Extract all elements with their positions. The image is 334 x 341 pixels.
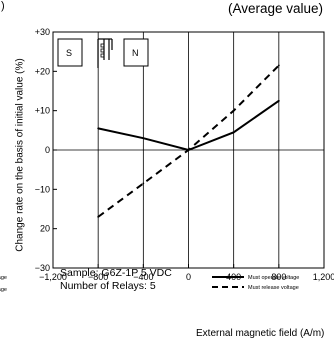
- legend-label-operate: Must operate voltage: [248, 275, 299, 281]
- y-tick-label-5: 20: [40, 224, 50, 234]
- x-axis-label: External magnetic field (A/m): [196, 328, 325, 339]
- cut-off-legend-text-2: oltage: [0, 287, 7, 293]
- magnet-n-box: [123, 38, 149, 67]
- sample-line-2: Number of Relays: 5: [60, 280, 156, 292]
- chart-heading: (Average value): [228, 1, 324, 16]
- series-1-point-2: [187, 149, 190, 151]
- sample-line-1: Sample: G6Z-1P 5 VDC: [60, 267, 172, 279]
- cut-off-legend-text-1: oltage: [0, 275, 7, 281]
- x-tick-label-6: 1,200: [313, 272, 334, 282]
- x-tick-label-1: −800: [88, 272, 108, 282]
- magnet-s-box: [57, 38, 83, 67]
- y-axis-ticks: +30 +20 +10 0 −10 20 −30: [35, 27, 57, 273]
- y-tick-label-4: −10: [35, 184, 50, 194]
- legend-label-release: Must release voltage: [248, 285, 299, 291]
- relay-symbol: [97, 38, 113, 68]
- series-1-point-1: [142, 182, 145, 185]
- x-tick-label-0: −1,200: [39, 272, 67, 282]
- legend: Must operate voltage Must release voltag…: [212, 275, 299, 291]
- series-0-point-0: [97, 127, 100, 130]
- x-tick-label-3: 0: [186, 272, 191, 282]
- magnet-s-label: S: [66, 48, 72, 58]
- y-tick-label-1: +20: [35, 66, 50, 76]
- series-layer: [97, 64, 280, 218]
- series-0-point-3: [232, 131, 235, 134]
- series-0-point-4: [277, 99, 280, 102]
- y-tick-label-0: +30: [35, 27, 50, 37]
- magnet-n-label: N: [132, 48, 139, 58]
- series-1-point-3: [232, 109, 235, 112]
- magnet-diagram: S N: [57, 38, 149, 68]
- series-1-point-0: [97, 215, 100, 218]
- y-tick-label-3: 0: [45, 145, 50, 155]
- x-tick-label-5: 800: [271, 272, 286, 282]
- y-tick-label-6: −30: [35, 263, 50, 273]
- y-tick-label-2: +10: [35, 106, 50, 116]
- x-tick-label-2: −400: [133, 272, 153, 282]
- series-1-point-4: [277, 64, 280, 67]
- corner-mark: ): [1, 0, 5, 12]
- series-0-point-1: [142, 137, 145, 140]
